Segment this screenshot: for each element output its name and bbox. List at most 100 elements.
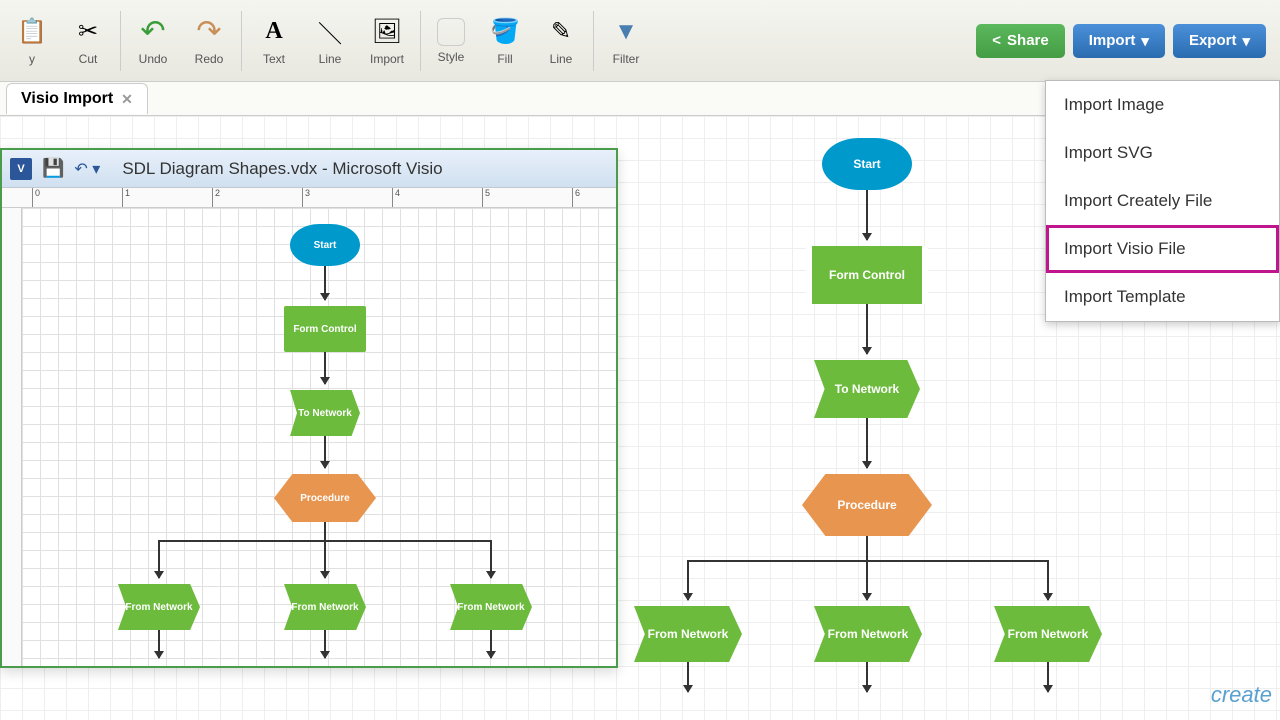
arrow [324, 540, 326, 578]
main-toolbar: 📋y ✂Cut ↶Undo ↷Redo AText ＼Line 🖼Import … [0, 0, 1280, 82]
import-button[interactable]: Import▾ [1073, 24, 1165, 58]
shape-form-control[interactable]: Form Control [284, 306, 366, 352]
tool-import-label: Import [370, 52, 404, 66]
arrow [324, 436, 326, 468]
text-icon: A [258, 16, 290, 48]
export-label: Export [1189, 32, 1237, 49]
ruler-tick: 5 [482, 188, 490, 207]
tool-text[interactable]: AText [246, 6, 302, 76]
ruler-vertical [2, 208, 22, 666]
tool-line2[interactable]: ✎ Line [533, 6, 589, 76]
import-label: Import [1089, 32, 1136, 49]
shape-label: Start [853, 157, 880, 171]
shape-procedure[interactable]: Procedure [274, 474, 376, 522]
toolbar-right: <Share Import▾ Export▾ [976, 24, 1276, 58]
style-icon [437, 18, 465, 46]
shape-form-control[interactable]: Form Control [806, 246, 928, 304]
connector [324, 522, 326, 540]
dropdown-import-visio[interactable]: Import Visio File [1046, 225, 1279, 273]
arrow [1047, 662, 1049, 692]
shape-label: From Network [1008, 627, 1089, 641]
shape-label: From Network [828, 627, 909, 641]
copy-icon: 📋 [16, 16, 48, 48]
dropdown-import-image[interactable]: Import Image [1046, 81, 1279, 129]
arrow [866, 304, 868, 354]
tool-redo[interactable]: ↷ Redo [181, 6, 237, 76]
shape-to-network[interactable]: To Network [290, 390, 360, 436]
import-icon: 🖼 [371, 16, 403, 48]
tab-visio-import[interactable]: Visio Import ✕ [6, 83, 148, 114]
tool-filter-label: Filter [613, 52, 640, 66]
export-button[interactable]: Export▾ [1173, 24, 1266, 58]
tool-cut[interactable]: ✂Cut [60, 6, 116, 76]
tab-title: Visio Import [21, 90, 113, 108]
tool-import[interactable]: 🖼 Import [358, 6, 416, 76]
filter-icon: ▼ [610, 16, 642, 48]
tool-style-label: Style [438, 50, 465, 64]
shape-from-network-3[interactable]: From Network [450, 584, 532, 630]
tool-line-label: Line [319, 52, 342, 66]
arrow [490, 540, 492, 578]
tool-style[interactable]: Style [425, 6, 477, 76]
arrow [324, 630, 326, 658]
visio-window[interactable]: V 💾 ↶ ▾ SDL Diagram Shapes.vdx - Microso… [0, 148, 618, 668]
shape-procedure[interactable]: Procedure [802, 474, 932, 536]
arrow [490, 630, 492, 658]
tool-fill[interactable]: 🪣 Fill [477, 6, 533, 76]
arrow [324, 352, 326, 384]
ruler-tick: 0 [32, 188, 40, 207]
save-icon[interactable]: 💾 [42, 158, 64, 179]
shape-to-network[interactable]: To Network [814, 360, 920, 418]
shape-label: Start [314, 240, 337, 251]
shape-label: From Network [457, 602, 524, 613]
tool-fill-label: Fill [497, 52, 512, 66]
ruler-tick: 1 [122, 188, 130, 207]
shape-label: Procedure [837, 498, 896, 512]
dropdown-import-template[interactable]: Import Template [1046, 273, 1279, 321]
shape-from-network-1[interactable]: From Network [634, 606, 742, 662]
shape-start[interactable]: Start [822, 138, 912, 190]
visio-canvas[interactable]: Start Form Control To Network Procedure … [22, 208, 616, 666]
separator [593, 11, 594, 71]
close-icon[interactable]: ✕ [121, 91, 133, 108]
visio-titlebar: V 💾 ↶ ▾ SDL Diagram Shapes.vdx - Microso… [2, 150, 616, 188]
connector [866, 536, 868, 560]
shape-from-network-2[interactable]: From Network [284, 584, 366, 630]
dropdown-import-svg[interactable]: Import SVG [1046, 129, 1279, 177]
separator [120, 11, 121, 71]
undo-icon[interactable]: ↶ ▾ [74, 159, 100, 179]
line-icon: ＼ [314, 16, 346, 48]
tool-copy[interactable]: 📋y [4, 6, 60, 76]
arrow [866, 418, 868, 468]
dropdown-import-creately[interactable]: Import Creately File [1046, 177, 1279, 225]
ruler-tick: 6 [572, 188, 580, 207]
tool-line[interactable]: ＼ Line [302, 6, 358, 76]
pencil-icon: ✎ [545, 16, 577, 48]
share-label: Share [1007, 32, 1049, 49]
visio-app-icon: V [10, 158, 32, 180]
tool-copy-label: y [29, 52, 35, 66]
tool-line2-label: Line [550, 52, 573, 66]
shape-label: To Network [298, 408, 352, 419]
arrow [866, 560, 868, 600]
tool-filter[interactable]: ▼ Filter [598, 6, 654, 76]
visio-title: SDL Diagram Shapes.vdx - Microsoft Visio [122, 159, 442, 179]
arrow [866, 190, 868, 240]
shape-from-network-1[interactable]: From Network [118, 584, 200, 630]
separator [241, 11, 242, 71]
shape-from-network-3[interactable]: From Network [994, 606, 1102, 662]
ruler-tick: 2 [212, 188, 220, 207]
shape-label: From Network [648, 627, 729, 641]
shape-from-network-2[interactable]: From Network [814, 606, 922, 662]
shape-start[interactable]: Start [290, 224, 360, 266]
redo-icon: ↷ [193, 16, 225, 48]
tool-undo[interactable]: ↶Undo [125, 6, 181, 76]
watermark: create [1211, 682, 1272, 708]
arrow [1047, 560, 1049, 600]
tool-cut-label: Cut [79, 52, 98, 66]
shape-label: Form Control [829, 268, 905, 282]
share-button[interactable]: <Share [976, 24, 1064, 58]
tool-redo-label: Redo [195, 52, 224, 66]
fill-icon: 🪣 [489, 16, 521, 48]
ruler-tick: 3 [302, 188, 310, 207]
